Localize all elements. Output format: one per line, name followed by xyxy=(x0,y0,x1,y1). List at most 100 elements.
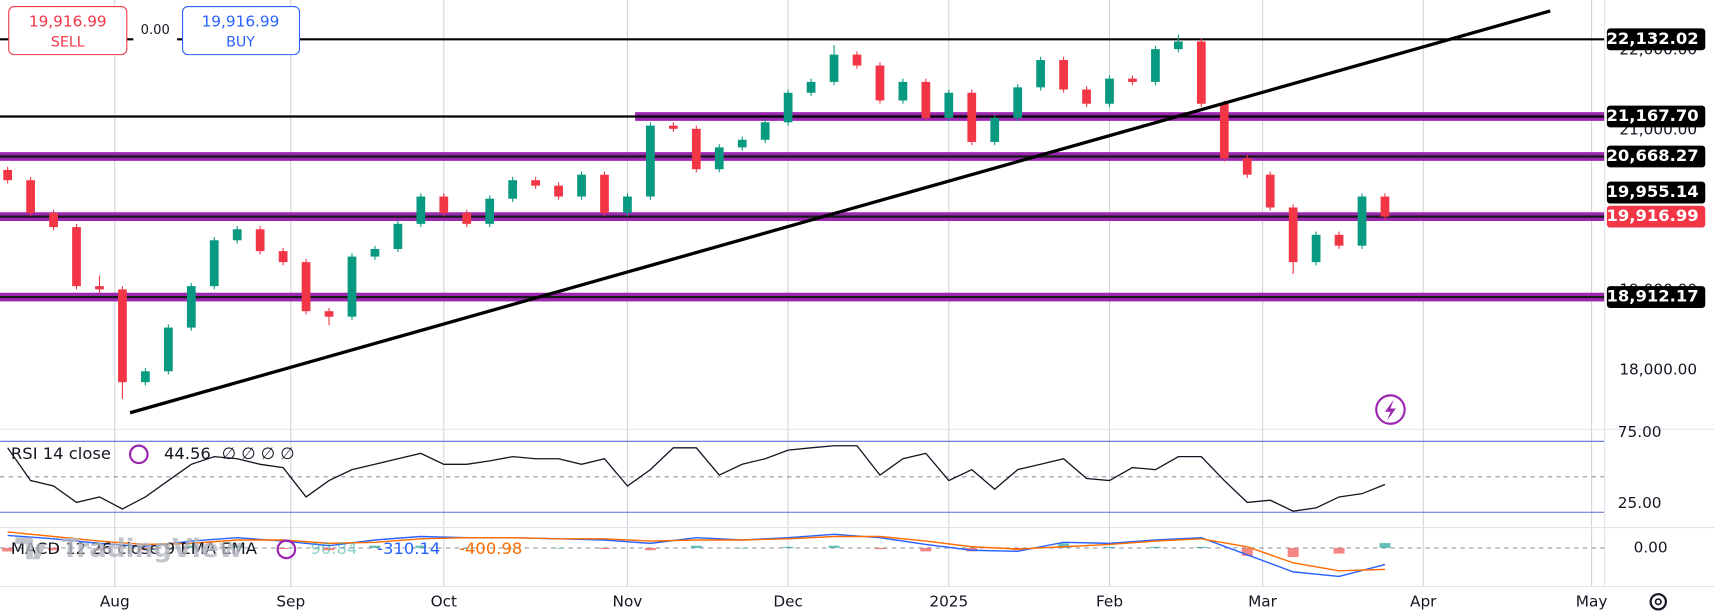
x-tick-label: Feb xyxy=(1096,592,1123,610)
quick-trade-icon[interactable] xyxy=(1375,394,1406,425)
candle-body xyxy=(554,185,563,197)
candle-body xyxy=(1380,196,1390,217)
candle-body xyxy=(462,212,472,224)
y-tick-label: 0.00 xyxy=(1634,538,1668,556)
buy-box[interactable] xyxy=(182,6,301,56)
rsi-legend[interactable]: RSI 14 close xyxy=(11,444,111,463)
macd-legend[interactable]: MACD 12 26 close 9 EMA EMA xyxy=(11,539,258,558)
spread-box xyxy=(133,19,178,42)
candle-body xyxy=(324,311,334,317)
price-badge-label: 22,132.02 xyxy=(1606,29,1698,48)
candle-body xyxy=(95,286,104,290)
signal-value: -400.98 xyxy=(459,539,522,558)
gear[interactable] xyxy=(1649,593,1667,611)
candle-body xyxy=(393,223,403,249)
settings-icon[interactable] xyxy=(1649,593,1667,611)
sell-label[interactable]: SELL xyxy=(51,35,85,51)
candle-body xyxy=(783,92,793,123)
histogram-bar xyxy=(507,547,519,549)
candle-body xyxy=(921,81,931,118)
candle-body xyxy=(1219,103,1229,159)
price-badge-label: 19,916.99 xyxy=(1606,206,1698,225)
candle-body xyxy=(278,251,288,263)
candle-body xyxy=(760,122,770,140)
rsi-icon[interactable] xyxy=(128,444,149,465)
icon-bolt[interactable] xyxy=(1384,399,1396,421)
histogram-value: 90.84 xyxy=(310,539,357,558)
x-tick-label: 2025 xyxy=(929,592,968,610)
candle-body xyxy=(829,54,839,82)
candle-body xyxy=(232,229,242,241)
candle-body xyxy=(1151,49,1160,82)
candle-body xyxy=(347,256,357,317)
candle-body xyxy=(944,92,954,118)
candle-body xyxy=(875,65,885,101)
price-badge-label: 21,167.70 xyxy=(1606,106,1698,125)
signal-line xyxy=(7,531,1385,572)
candle-body xyxy=(416,196,426,224)
candle-body xyxy=(3,169,13,181)
x-tick-label: May xyxy=(1576,592,1608,610)
candle-body xyxy=(668,125,678,129)
y-tick-label: 75.00 xyxy=(1618,423,1662,441)
candle-body xyxy=(1265,174,1275,208)
macd-icon[interactable] xyxy=(276,539,297,560)
candle-body xyxy=(72,227,81,287)
plot-area xyxy=(0,0,1605,587)
histogram-bar xyxy=(782,546,794,548)
sell-button[interactable]: 19,916.99 SELL xyxy=(8,6,128,56)
histogram-bar xyxy=(1149,546,1161,548)
spread: 0.00 xyxy=(141,23,170,38)
x-tick-label: Apr xyxy=(1410,592,1437,610)
candle-body xyxy=(163,327,173,372)
gear-center[interactable] xyxy=(1654,598,1662,606)
histogram-bar xyxy=(1333,547,1345,554)
price-badge xyxy=(1606,28,1706,51)
candle-body xyxy=(1105,78,1114,104)
histogram-bar xyxy=(553,547,565,549)
x-tick-label: Dec xyxy=(773,592,803,610)
histogram-bar xyxy=(1241,547,1253,556)
macd-line xyxy=(7,533,1386,578)
x-tick-label: Mar xyxy=(1248,592,1278,610)
candle-body xyxy=(600,174,609,213)
candle-body xyxy=(439,196,449,213)
histogram-bar xyxy=(369,545,381,548)
histogram-bar xyxy=(1379,543,1391,548)
watermark: TradingView xyxy=(61,534,243,564)
candle-body xyxy=(646,125,655,197)
candle-body xyxy=(118,289,127,383)
candle-body xyxy=(1059,60,1068,90)
histogram-bar xyxy=(277,547,289,550)
buy-label[interactable]: BUY xyxy=(226,35,255,51)
histogram-bar xyxy=(94,547,105,551)
candle-body xyxy=(255,229,265,252)
buy-price[interactable]: 19,916.99 xyxy=(202,12,280,30)
candle-body xyxy=(1013,87,1023,118)
candle-body xyxy=(1288,207,1298,263)
candle-body xyxy=(1357,196,1367,246)
candle-body xyxy=(1082,89,1091,104)
histogram-bar xyxy=(48,547,60,551)
histogram-bar xyxy=(139,547,151,551)
histogram-bar xyxy=(1058,543,1070,548)
buy-button[interactable]: 19,916.99 BUY xyxy=(182,6,301,56)
histogram-bar xyxy=(415,545,427,548)
trendline xyxy=(129,9,1551,415)
sell-box[interactable] xyxy=(8,6,128,56)
histogram-bar xyxy=(644,547,656,551)
price-badge xyxy=(1606,145,1706,168)
sell-price[interactable]: 19,916.99 xyxy=(29,12,107,30)
histogram-bar xyxy=(690,545,702,548)
candle-body xyxy=(967,92,977,142)
candle-body xyxy=(577,174,586,197)
candle-body xyxy=(1196,41,1206,104)
rsi-extra: ∅ ∅ ∅ ∅ xyxy=(222,444,295,463)
candle-body xyxy=(1128,78,1137,82)
macd-value: -310.14 xyxy=(377,539,440,558)
price-badge-label: 18,912.17 xyxy=(1606,287,1698,306)
watermark-logo xyxy=(15,537,46,560)
price-badge xyxy=(1606,105,1706,128)
